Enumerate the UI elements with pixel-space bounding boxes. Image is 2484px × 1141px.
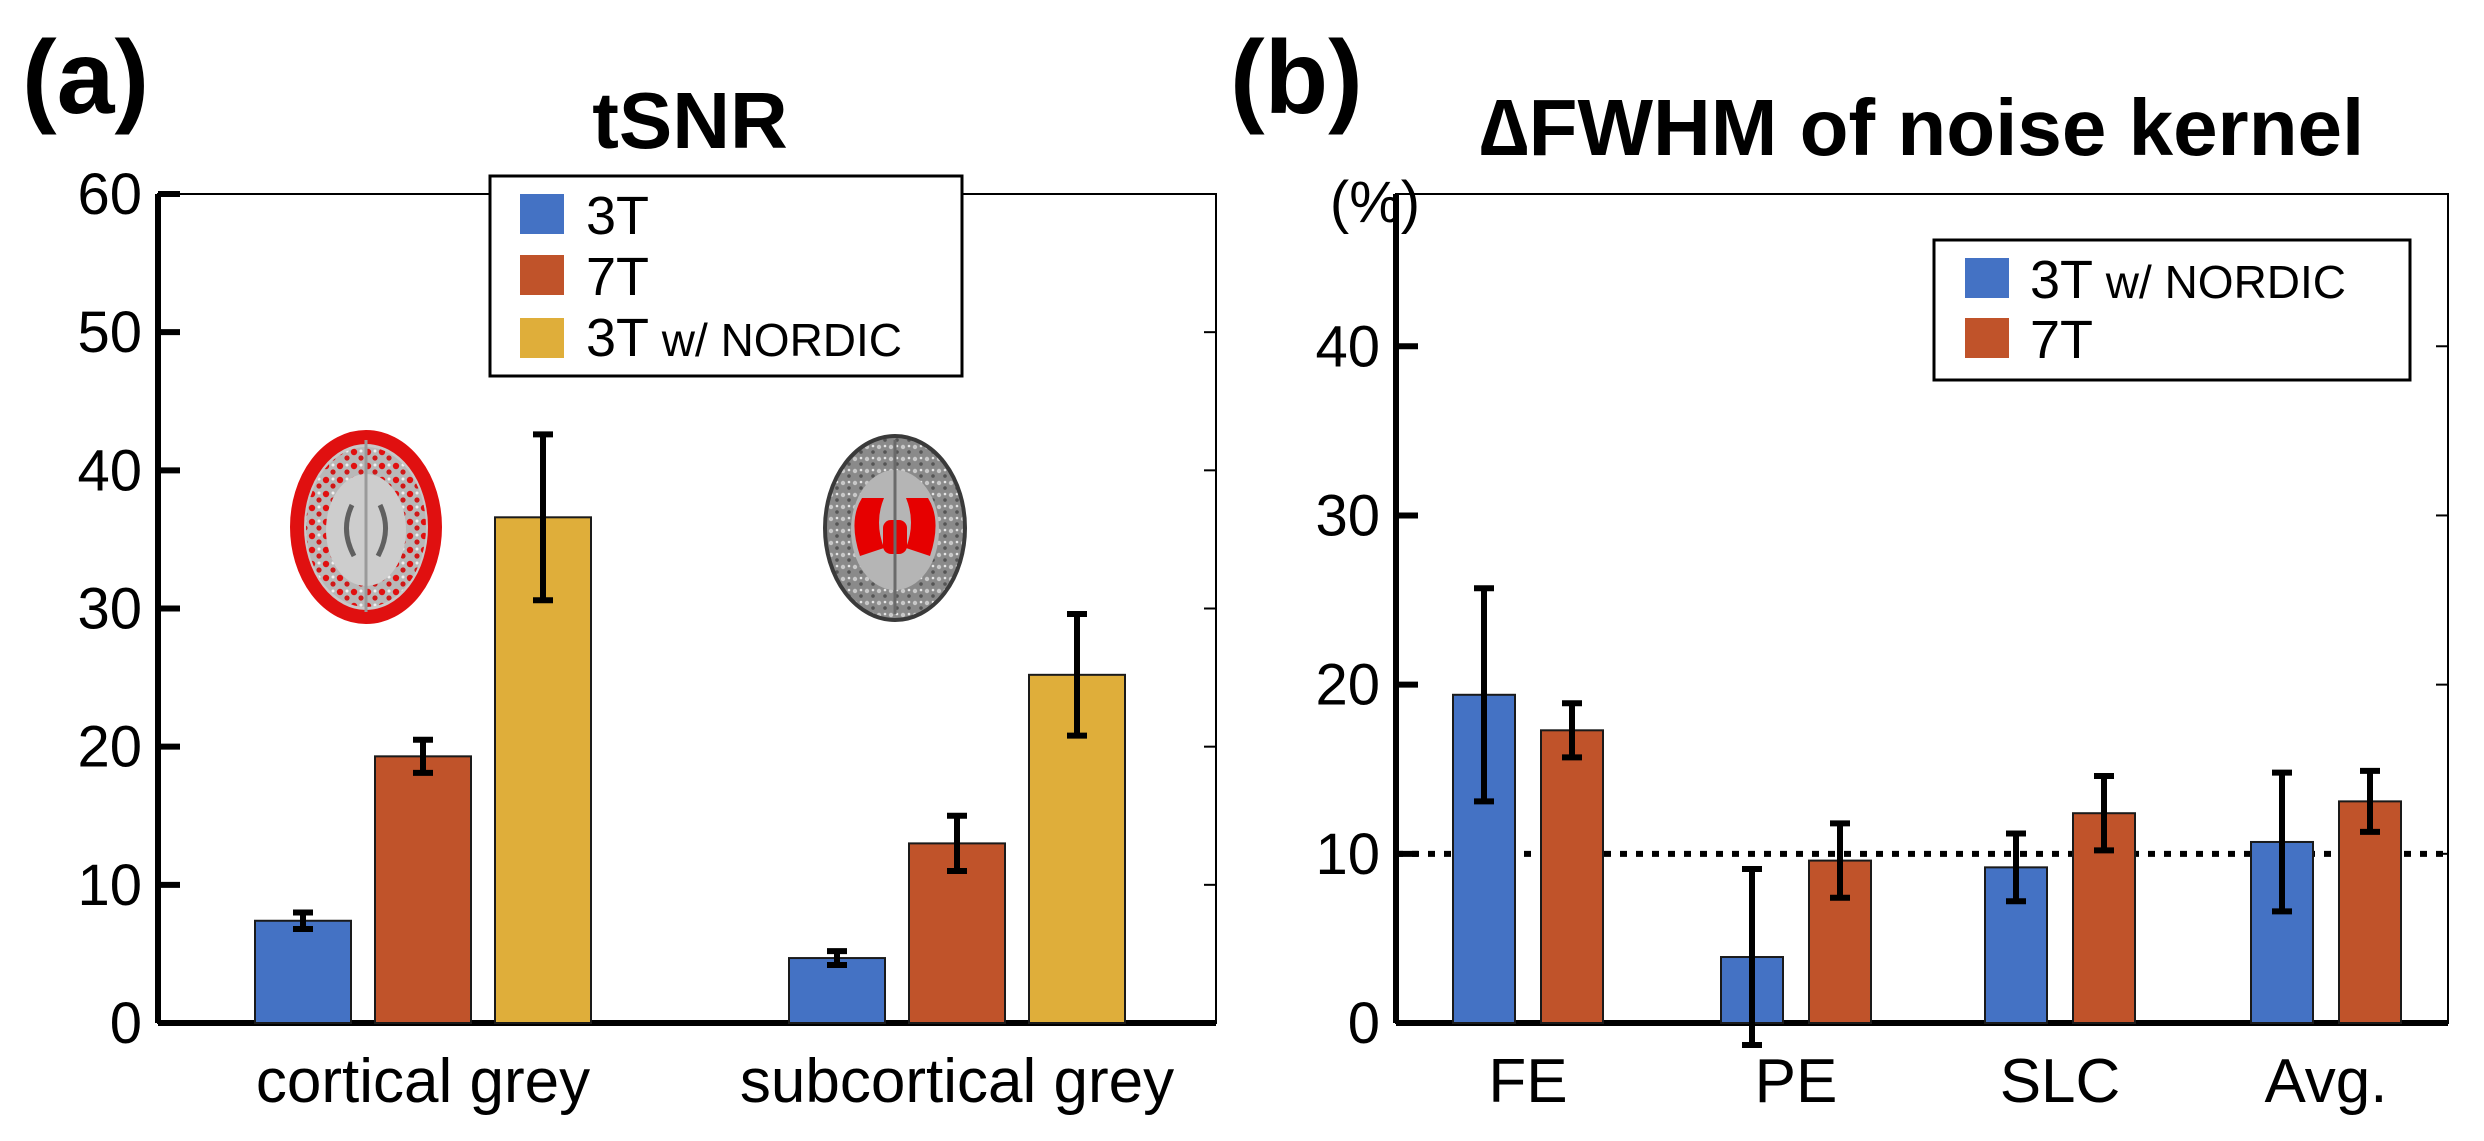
legend-label-7t: 7T — [2030, 310, 2093, 370]
y-tick-label: 30 — [77, 577, 142, 642]
legend-label-3t: 3T — [586, 186, 649, 246]
y-tick-label: 40 — [77, 438, 142, 503]
panel-b: (b) ∆FWHM of noise kernel (%) 010203040 … — [1230, 20, 2449, 1116]
y-tick-label: 50 — [77, 300, 142, 365]
panel-a-category-label: subcortical grey — [740, 1047, 1174, 1116]
bar-7t-fe — [1540, 729, 1604, 1024]
bar-3t-subcortical-grey — [788, 957, 886, 1024]
panel-b-category-label: FE — [1488, 1047, 1567, 1116]
y-tick-label: 40 — [1315, 314, 1380, 379]
panel-b-label: (b) — [1230, 20, 1363, 136]
legend-swatch-7t — [520, 255, 564, 295]
panel-b-title: ∆FWHM of noise kernel — [1480, 83, 2365, 172]
bar-7t-cortical-grey — [374, 755, 472, 1024]
y-tick-label: 60 — [77, 162, 142, 227]
y-tick-label: 20 — [77, 715, 142, 780]
legend-swatch-3t-nordic — [520, 318, 564, 358]
panel-b-error-bars — [1474, 585, 2380, 1048]
legend-swatch-7t — [1965, 318, 2009, 358]
bar-7t-avg — [2338, 800, 2402, 1024]
panel-a-legend-box — [488, 174, 964, 378]
panel-b-category-label: PE — [1755, 1047, 1838, 1116]
panel-b-category-label: SLC — [2000, 1047, 2121, 1116]
panel-b-y-unit-label: (%) — [1330, 170, 1420, 235]
panel-a-y-ticks: 0 10 20 30 40 50 60 — [77, 162, 1216, 1056]
cortical-grey-mask-brain-icon — [290, 430, 442, 624]
legend-label-3t-nordic: 3T w/ NORDIC — [586, 308, 902, 368]
panel-b-bars — [1452, 693, 2402, 1025]
legend-label-3t-nordic: 3T w/ NORDIC — [2030, 250, 2346, 310]
panel-a: (a) tSNR 0 10 20 30 40 50 60 cortical grey sub… — [22, 20, 1217, 1116]
panel-a-title: tSNR — [592, 76, 788, 165]
legend-label-7t: 7T — [586, 247, 649, 307]
panel-b-category-label: Avg. — [2265, 1047, 2388, 1116]
panel-a-legend: 3T 7T 3T w/ NORDIC — [488, 174, 964, 378]
panel-b-legend: 3T w/ NORDIC 7T — [1932, 238, 2412, 382]
panel-a-error-bars — [293, 431, 1087, 968]
y-tick-label: 10 — [1315, 822, 1380, 887]
y-tick-label: 10 — [77, 853, 142, 918]
bar-3t-cortical-grey — [254, 919, 352, 1024]
subcortical-grey-mask-brain-icon — [823, 434, 967, 622]
y-tick-label: 20 — [1315, 653, 1380, 718]
legend-swatch-3t — [520, 194, 564, 234]
y-tick-label: 0 — [110, 991, 142, 1056]
panel-b-y-ticks: 0 10 20 30 40 — [1315, 314, 2448, 1056]
legend-swatch-3t-nordic — [1965, 258, 2009, 298]
y-tick-label: 30 — [1315, 483, 1380, 548]
panel-a-label: (a) — [22, 20, 149, 136]
y-tick-label: 0 — [1348, 991, 1380, 1056]
panel-a-category-label: cortical grey — [256, 1047, 590, 1116]
panel-b-legend-box — [1932, 238, 2412, 382]
